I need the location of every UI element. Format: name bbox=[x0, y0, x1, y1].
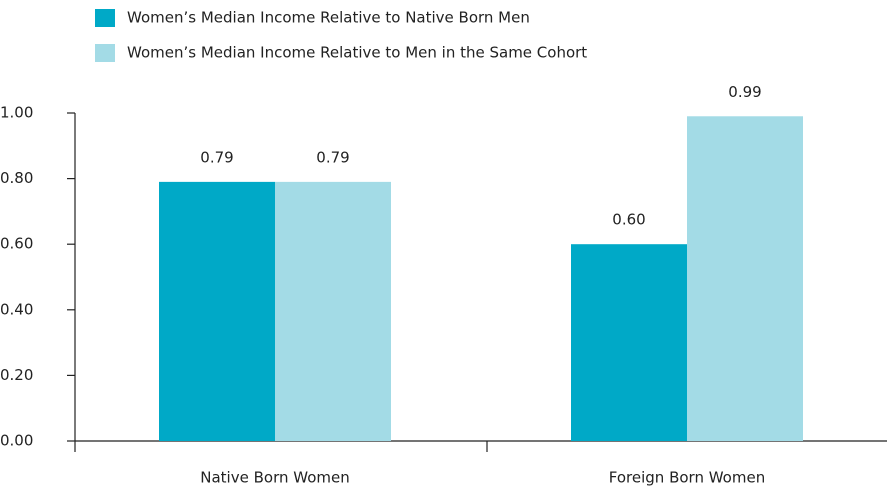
value-label: 0.60 bbox=[612, 211, 645, 229]
value-label: 0.79 bbox=[200, 148, 233, 166]
y-tick-label: 0.40 bbox=[0, 300, 33, 318]
y-tick-label: 0.20 bbox=[0, 366, 33, 384]
bar bbox=[159, 181, 275, 441]
y-tick-label: 1.00 bbox=[0, 104, 33, 122]
bar bbox=[275, 181, 391, 441]
legend-swatch bbox=[95, 44, 115, 62]
y-tick-label: 0.00 bbox=[0, 432, 33, 450]
x-tick-label: Foreign Born Women bbox=[609, 469, 765, 487]
bar bbox=[571, 244, 687, 441]
value-label: 0.99 bbox=[728, 83, 761, 101]
y-tick-label: 0.80 bbox=[0, 169, 33, 187]
value-label: 0.79 bbox=[316, 148, 349, 166]
legend-label: Women’s Median Income Relative to Men in… bbox=[127, 44, 587, 62]
legend-label: Women’s Median Income Relative to Native… bbox=[127, 9, 530, 27]
y-tick-label: 0.60 bbox=[0, 235, 33, 253]
x-tick-label: Native Born Women bbox=[200, 469, 349, 487]
legend-swatch bbox=[95, 9, 115, 27]
bar bbox=[687, 116, 803, 441]
